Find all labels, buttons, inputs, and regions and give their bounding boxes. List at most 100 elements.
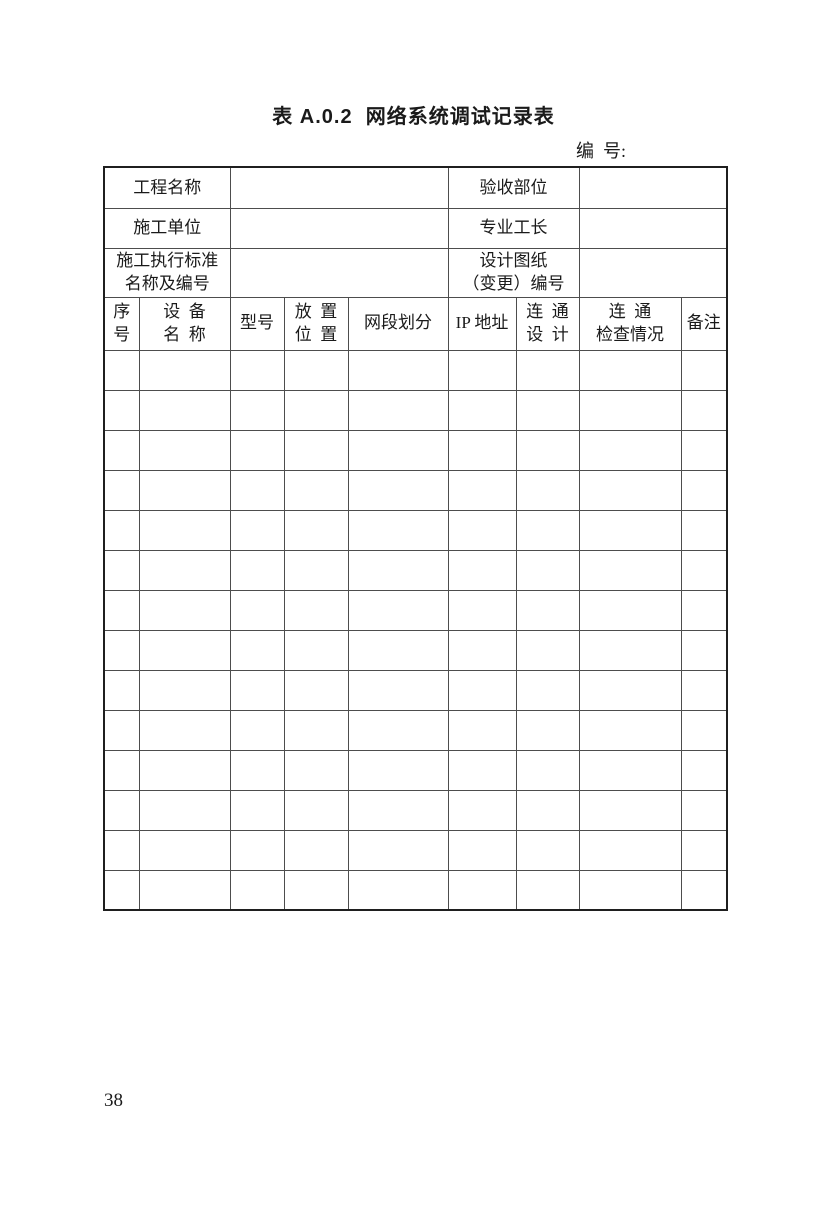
empty-cell [578, 629, 682, 671]
empty-cell [138, 789, 231, 831]
empty-cell [103, 629, 140, 671]
empty-cell [283, 829, 349, 871]
empty-cell [138, 749, 231, 791]
empty-cell [515, 429, 580, 471]
value-execution-standard [229, 247, 449, 298]
empty-cell [515, 629, 580, 671]
empty-cell [578, 549, 682, 591]
empty-cell [447, 869, 517, 911]
col-header-placement: 放 置 位 置 [283, 296, 349, 351]
empty-cell [283, 669, 349, 711]
label-design-drawing-number: 设计图纸 （变更）编号 [447, 247, 580, 298]
empty-data-row [103, 789, 728, 831]
empty-cell [283, 469, 349, 511]
empty-cell [103, 749, 140, 791]
empty-cell [447, 429, 517, 471]
empty-data-row [103, 749, 728, 791]
record-table: 工程名称 验收部位 施工单位 专业工长 施工执行标准 名称及编号 设计图纸 （变… [103, 166, 729, 911]
empty-cell [138, 469, 231, 511]
empty-cell [283, 589, 349, 631]
empty-cell [138, 829, 231, 871]
value-design-drawing-number [578, 247, 728, 298]
empty-cell [515, 789, 580, 831]
empty-cell [138, 709, 231, 751]
empty-cell [347, 589, 449, 631]
empty-cell [515, 389, 580, 431]
empty-cell [103, 589, 140, 631]
empty-cell [138, 549, 231, 591]
empty-cell [680, 629, 728, 671]
empty-cell [229, 869, 285, 911]
empty-data-row [103, 629, 728, 671]
empty-cell [283, 869, 349, 911]
empty-data-row [103, 389, 728, 431]
value-acceptance-part [578, 166, 728, 209]
empty-cell [578, 789, 682, 831]
info-row-construction-unit: 施工单位 专业工长 [103, 207, 728, 249]
empty-cell [283, 749, 349, 791]
empty-cell [680, 669, 728, 711]
empty-cell [578, 429, 682, 471]
empty-cell [447, 349, 517, 391]
col-header-connectivity-design: 连 通 设 计 [515, 296, 580, 351]
empty-cell [229, 429, 285, 471]
empty-cell [347, 469, 449, 511]
empty-cell [229, 389, 285, 431]
empty-cell [103, 429, 140, 471]
empty-cell [680, 749, 728, 791]
empty-cell [229, 469, 285, 511]
empty-data-row [103, 549, 728, 591]
empty-cell [680, 549, 728, 591]
empty-cell [515, 469, 580, 511]
empty-cell [103, 349, 140, 391]
empty-cell [578, 589, 682, 631]
label-project-name: 工程名称 [103, 166, 231, 209]
empty-cell [680, 709, 728, 751]
empty-data-row [103, 669, 728, 711]
page-title: 表 A.0.2 网络系统调试记录表 [272, 106, 555, 128]
empty-cell [347, 629, 449, 671]
empty-cell [447, 589, 517, 631]
empty-cell [578, 749, 682, 791]
empty-cell [347, 509, 449, 551]
empty-cell [229, 349, 285, 391]
empty-cell [103, 669, 140, 711]
empty-cell [283, 509, 349, 551]
empty-cell [578, 669, 682, 711]
col-header-connectivity-check: 连 通 检查情况 [578, 296, 682, 351]
empty-cell [229, 589, 285, 631]
empty-cell [680, 789, 728, 831]
empty-cell [515, 589, 580, 631]
empty-data-row [103, 709, 728, 751]
empty-cell [229, 709, 285, 751]
empty-cell [680, 869, 728, 911]
empty-cell [138, 429, 231, 471]
empty-cell [680, 829, 728, 871]
empty-cell [103, 509, 140, 551]
empty-data-row [103, 869, 728, 911]
empty-cell [680, 469, 728, 511]
empty-cell [138, 589, 231, 631]
empty-cell [283, 629, 349, 671]
empty-cell [515, 829, 580, 871]
column-header-row: 序 号 设 备 名 称 型号 放 置 位 置 网段划分 IP 地址 连 通 设 … [103, 296, 728, 351]
empty-cell [515, 749, 580, 791]
empty-cell [447, 549, 517, 591]
empty-data-row [103, 509, 728, 551]
col-header-serial: 序 号 [103, 296, 140, 351]
empty-cell [447, 389, 517, 431]
empty-cell [347, 429, 449, 471]
empty-cell [347, 669, 449, 711]
empty-cell [347, 789, 449, 831]
empty-cell [103, 389, 140, 431]
empty-cell [578, 349, 682, 391]
empty-cell [283, 709, 349, 751]
empty-cell [347, 869, 449, 911]
label-professional-foreman: 专业工长 [447, 207, 580, 249]
label-construction-unit: 施工单位 [103, 207, 231, 249]
serial-number-label: 编 号: [575, 141, 626, 161]
empty-cell [347, 749, 449, 791]
empty-cell [229, 749, 285, 791]
empty-cell [447, 789, 517, 831]
